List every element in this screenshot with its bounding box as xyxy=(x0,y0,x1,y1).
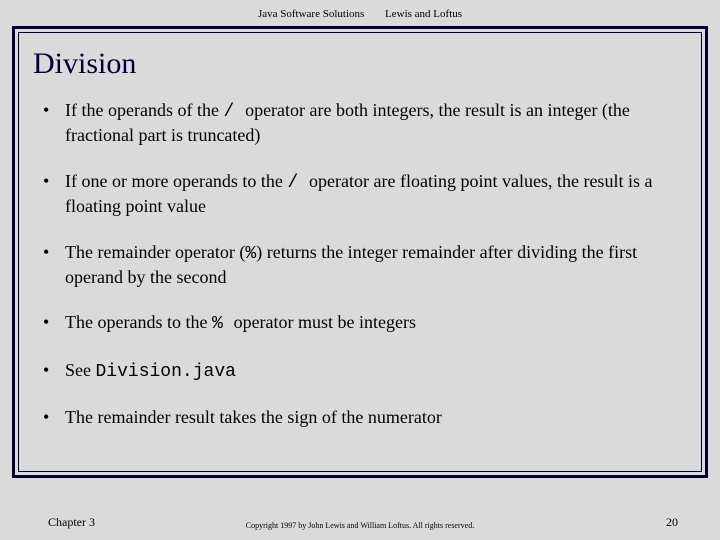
content-frame-inner: Division If the operands of the / operat… xyxy=(18,32,702,472)
slide-title: Division xyxy=(33,47,681,81)
footer-copyright: Copyright 1997 by John Lewis and William… xyxy=(0,521,720,530)
bullet-item: If one or more operands to the / operato… xyxy=(65,170,681,219)
bullet-list: If the operands of the / operator are bo… xyxy=(39,99,681,430)
content-frame-outer: Division If the operands of the / operat… xyxy=(12,26,708,478)
bullet-item: See Division.java xyxy=(65,359,681,384)
header-book-title: Java Software Solutions xyxy=(258,8,364,20)
footer-page-number: 20 xyxy=(666,515,678,530)
bullet-item: The operands to the % operator must be i… xyxy=(65,311,681,336)
slide-header: Java Software Solutions Lewis and Loftus xyxy=(0,0,720,26)
header-authors: Lewis and Loftus xyxy=(385,8,462,20)
bullet-item: The remainder operator (%) returns the i… xyxy=(65,241,681,290)
bullet-item: The remainder result takes the sign of t… xyxy=(65,406,681,429)
bullet-item: If the operands of the / operator are bo… xyxy=(65,99,681,148)
